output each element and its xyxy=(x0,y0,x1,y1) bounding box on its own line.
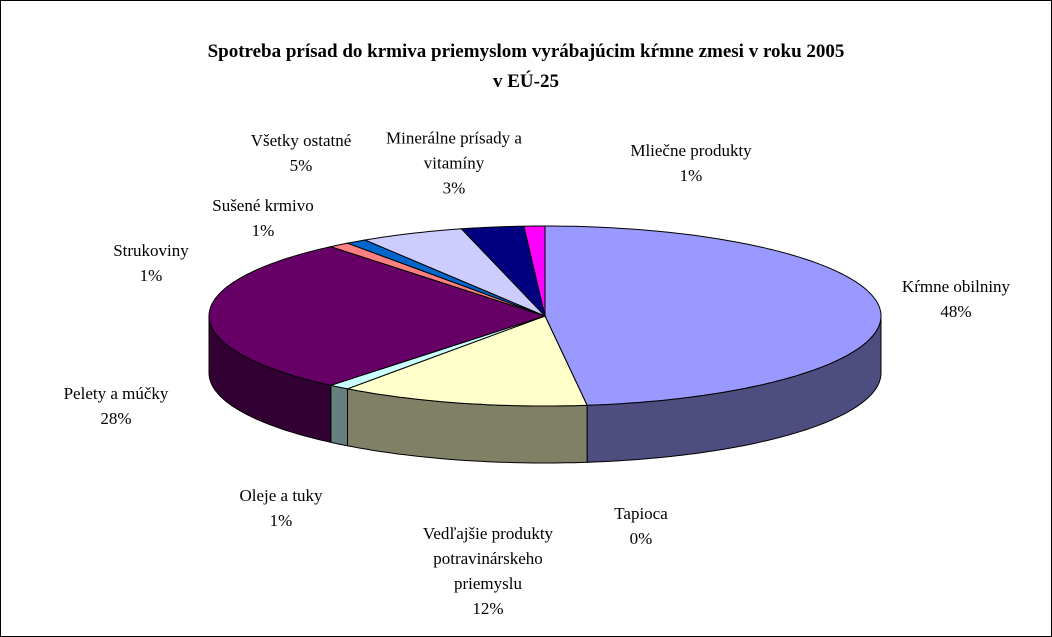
slice-label: Mliečne produkty 1% xyxy=(581,138,801,188)
slice-label: Všetky ostatné 5% xyxy=(201,128,401,178)
slice-label: Strukoviny 1% xyxy=(51,238,251,288)
slice-label: Tapioca 0% xyxy=(541,501,741,551)
category-label: Kŕmne obilniny xyxy=(901,277,1011,296)
value-label: 1% xyxy=(269,511,293,530)
value-label: 0% xyxy=(629,529,653,548)
slice xyxy=(363,228,546,317)
value-label: 3% xyxy=(442,178,466,198)
value-label: 12% xyxy=(472,599,504,618)
category-label: Tapioca xyxy=(614,504,668,523)
slice-label: Sušené krmivo 1% xyxy=(163,193,363,243)
slice xyxy=(460,225,546,318)
slice xyxy=(523,225,546,317)
slice xyxy=(544,225,882,406)
slice xyxy=(208,246,547,386)
category-label: Vedľajšie produkty potravinárskeho priem… xyxy=(422,524,554,593)
value-label: 28% xyxy=(100,409,132,428)
category-label: Mliečne produkty xyxy=(630,141,752,160)
value-label: 1% xyxy=(139,266,163,285)
slice-label: Oleje a tuky 1% xyxy=(181,483,381,533)
category-label: Pelety a múčky xyxy=(63,384,169,403)
slice-side xyxy=(330,384,348,447)
category-label: Minerálne prísady a vitamíny xyxy=(386,128,522,173)
slice-label: Minerálne prísady a vitamíny 3% xyxy=(372,126,537,201)
category-label: Všetky ostatné xyxy=(250,131,352,150)
value-label: 5% xyxy=(289,156,313,175)
category-label: Sušené krmivo xyxy=(212,196,314,215)
category-label: Strukoviny xyxy=(113,241,189,260)
slice xyxy=(345,315,588,407)
chart-title: Spotreba prísad do krmiva priemyslom vyr… xyxy=(207,41,845,92)
slice-label: Kŕmne obilniny 48% xyxy=(856,274,1051,324)
category-label: Oleje a tuky xyxy=(239,486,323,505)
value-label: 48% xyxy=(940,302,972,321)
slice-label: Pelety a múčky 28% xyxy=(16,381,216,431)
value-label: 1% xyxy=(679,166,703,185)
slice-label: Vedľajšie produkty potravinárskeho priem… xyxy=(401,521,576,621)
value-label: 1% xyxy=(251,221,275,240)
